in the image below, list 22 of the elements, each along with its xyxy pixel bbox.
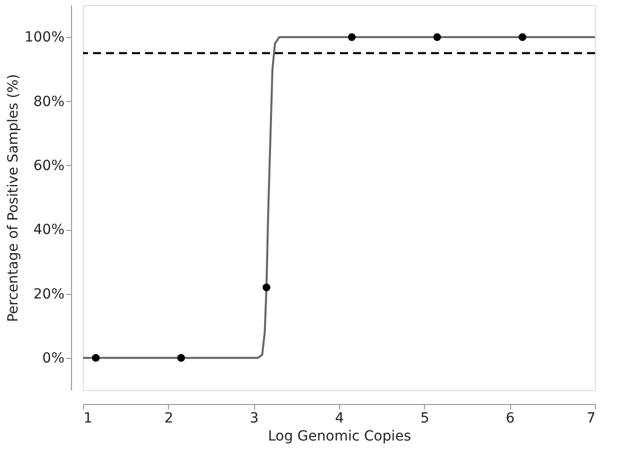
y-tick-label: 0% [42, 350, 64, 366]
point [518, 33, 526, 41]
y-tick-label: 20% [33, 286, 64, 302]
x-tick-label: 6 [506, 410, 515, 426]
line-series [82, 36, 596, 359]
x-tick-label: 5 [420, 410, 430, 426]
point [433, 33, 442, 41]
y-axis-title: Percentage of Positive Samples (%) [5, 74, 22, 322]
y-tick-label: 100% [24, 30, 64, 46]
y-tick-label: 80% [33, 94, 64, 110]
y-tick-label: 40% [33, 222, 64, 238]
x-tick-label: 7 [586, 410, 596, 426]
y-tick-label: 60% [33, 158, 64, 174]
x-tick-label: 1 [84, 410, 92, 426]
x-axis-title: Log Genomic Copies [268, 428, 412, 444]
x-tick-label: 3 [250, 410, 259, 426]
point [348, 33, 356, 41]
point [177, 354, 186, 362]
x-tick-label: 2 [164, 410, 174, 426]
x-tick-label: 4 [335, 410, 344, 426]
point [92, 354, 100, 362]
point [262, 283, 270, 292]
